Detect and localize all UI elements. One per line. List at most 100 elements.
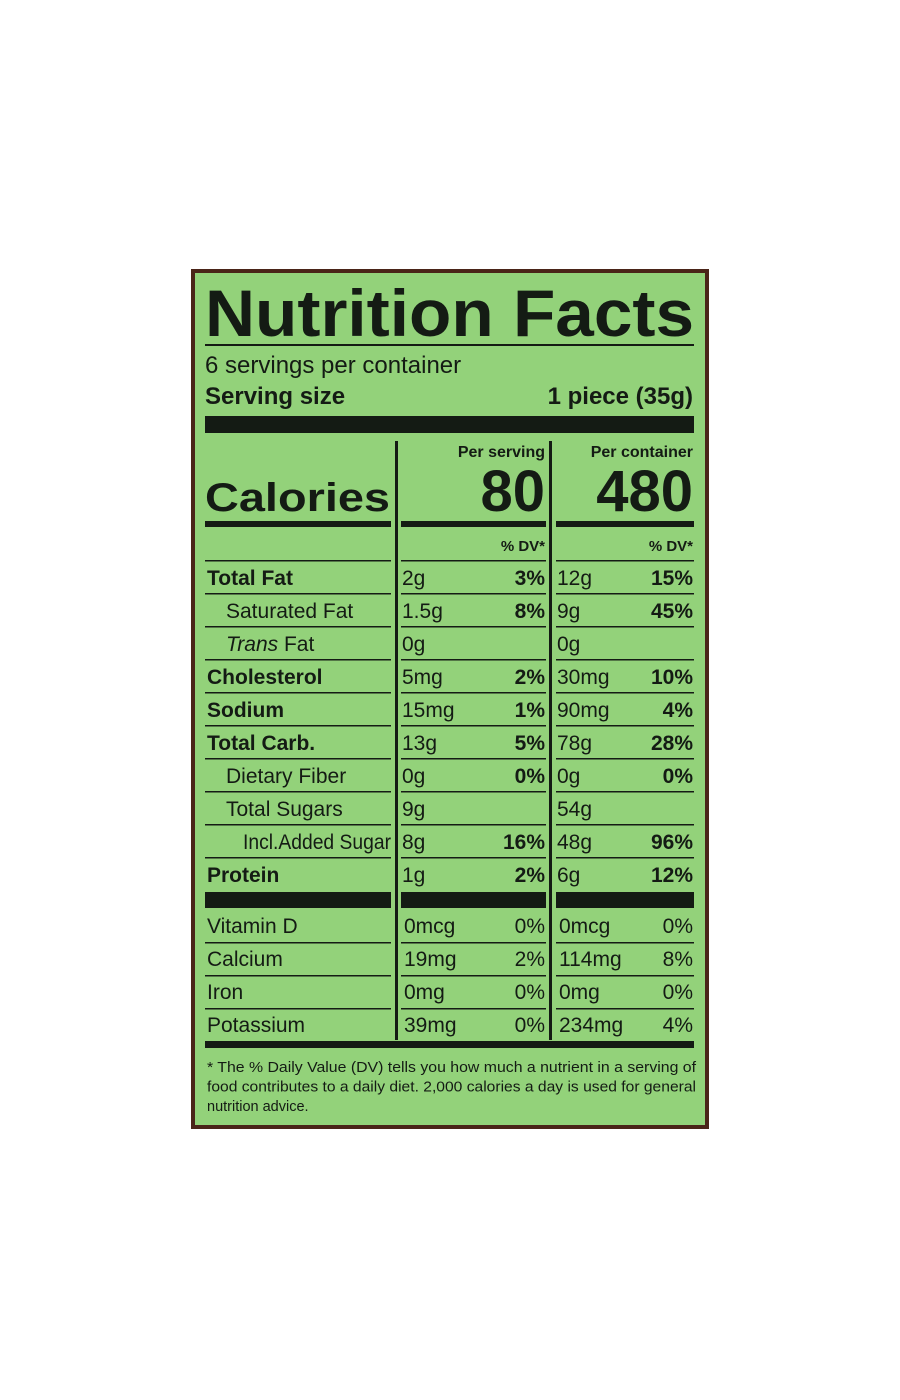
footnote-line: food contributes to a daily diet. 2,000 … [207,1080,696,1096]
vitamin-name: Calcium [207,948,283,971]
name-part: Total Carb. [207,732,315,755]
daily-value: 2% [515,864,546,887]
thick-rule [205,1041,694,1048]
daily-value: 2% [515,666,546,689]
amount: 9g [557,600,580,623]
name-part: Protein [207,864,279,887]
row-rule [205,725,391,727]
amount: 5mg [402,666,443,689]
daily-value: 4% [663,699,694,722]
rule [205,344,694,346]
vitamin-name: Potassium [207,1014,305,1037]
amount: 6g [557,864,580,887]
amount: 0g [557,765,580,788]
amount: 1g [402,864,425,887]
amount: 90mg [557,699,610,722]
thick-rule [205,892,391,908]
amount: 78g [557,732,592,755]
row-rule [556,659,694,661]
row-rule [556,725,694,727]
thick-rule [205,416,694,433]
thick-rule [556,521,694,527]
row-rule [401,824,546,826]
daily-value: 2% [515,948,545,971]
nutrient-name: Incl.Added Sugar [243,831,391,854]
row-rule [556,692,694,694]
row-rule [556,942,694,944]
amount: 0mcg [559,915,610,938]
name-part: Dietary Fiber [226,765,346,788]
amount: 54g [557,798,592,821]
daily-value: 0% [515,765,546,788]
daily-value: 4% [663,1014,693,1037]
row-rule [556,824,694,826]
name-part: Fat [278,633,314,656]
name-part: Saturated Fat [226,600,353,623]
amount: 48g [557,831,592,854]
footnote-line: * The % Daily Value (DV) tells you how m… [207,1060,697,1076]
column-divider [395,441,398,1040]
name-part: Total Sugars [226,798,343,821]
amount: 8g [402,831,425,854]
row-rule [401,758,546,760]
dv-heading: % DV* [501,538,545,555]
row-rule [556,758,694,760]
nutrient-name: Trans Fat [226,633,314,656]
amount: 39mg [404,1014,457,1037]
calories-label: Calories [205,476,390,520]
name-part: Trans [226,633,279,656]
row-rule [401,593,546,595]
daily-value: 0% [515,981,545,1004]
daily-value: 0% [663,915,693,938]
amount: 0mg [404,981,445,1004]
calories-value: 80 [480,459,545,524]
row-rule [401,857,546,859]
daily-value: 45% [651,600,693,623]
nutrient-name: Protein [207,864,279,887]
amount: 30mg [557,666,610,689]
row-rule [401,791,546,793]
nutrient-name: Total Carb. [207,732,315,755]
nutrient-name: Total Fat [207,567,293,590]
thick-rule [401,892,546,908]
row-rule [205,1008,391,1010]
row-rule [556,560,694,562]
daily-value: 0% [663,981,693,1004]
row-rule [556,1008,694,1010]
row-rule [205,593,391,595]
nutrient-name: Dietary Fiber [226,765,346,788]
daily-value: 3% [515,567,546,590]
daily-value: 8% [663,948,693,971]
daily-value: 0% [663,765,694,788]
daily-value: 15% [651,567,693,590]
amount: 19mg [404,948,457,971]
amount: 2g [402,567,425,590]
name-part: Total Fat [207,567,293,590]
column-divider [549,441,552,1040]
row-rule [205,560,391,562]
nutrient-name: Total Sugars [226,798,343,821]
footnote-line: nutrition advice. [207,1099,309,1115]
column-heading: Per serving [458,444,545,461]
calories-value: 480 [596,459,693,524]
row-rule [556,626,694,628]
vitamin-name: Vitamin D [207,915,298,938]
amount: 0g [557,633,580,656]
row-rule [205,824,391,826]
nutrient-name: Sodium [207,699,284,722]
row-rule [205,626,391,628]
daily-value: 16% [503,831,545,854]
row-rule [556,791,694,793]
amount: 0mg [559,981,600,1004]
daily-value: 8% [515,600,546,623]
row-rule [205,942,391,944]
thick-rule [401,521,546,527]
row-rule [401,942,546,944]
row-rule [205,975,391,977]
row-rule [205,857,391,859]
serving-size: 1 piece (35g) [548,383,693,410]
row-rule [556,593,694,595]
daily-value: 10% [651,666,693,689]
row-rule [401,725,546,727]
